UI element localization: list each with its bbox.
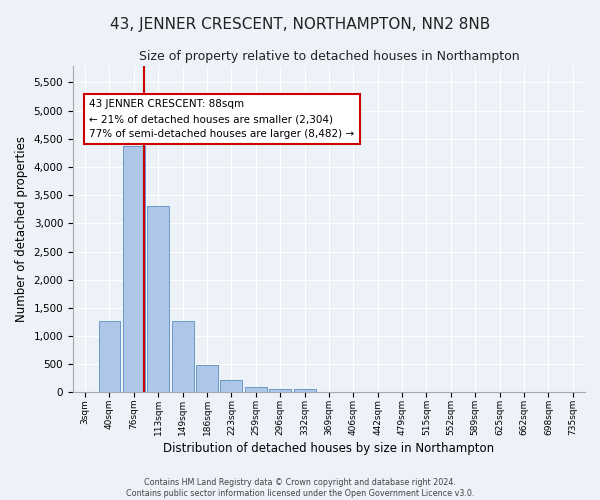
- Title: Size of property relative to detached houses in Northampton: Size of property relative to detached ho…: [139, 50, 519, 63]
- Bar: [220, 380, 242, 392]
- Text: 43 JENNER CRESCENT: 88sqm
← 21% of detached houses are smaller (2,304)
77% of se: 43 JENNER CRESCENT: 88sqm ← 21% of detac…: [89, 100, 355, 139]
- Bar: [196, 365, 218, 392]
- Y-axis label: Number of detached properties: Number of detached properties: [15, 136, 28, 322]
- Bar: [172, 321, 194, 392]
- Bar: [147, 206, 169, 392]
- X-axis label: Distribution of detached houses by size in Northampton: Distribution of detached houses by size …: [163, 442, 494, 455]
- Bar: [269, 390, 291, 392]
- Bar: [245, 388, 267, 392]
- Text: 43, JENNER CRESCENT, NORTHAMPTON, NN2 8NB: 43, JENNER CRESCENT, NORTHAMPTON, NN2 8N…: [110, 18, 490, 32]
- Bar: [123, 146, 145, 392]
- Text: Contains HM Land Registry data © Crown copyright and database right 2024.
Contai: Contains HM Land Registry data © Crown c…: [126, 478, 474, 498]
- Bar: [98, 322, 121, 392]
- Bar: [293, 390, 316, 392]
